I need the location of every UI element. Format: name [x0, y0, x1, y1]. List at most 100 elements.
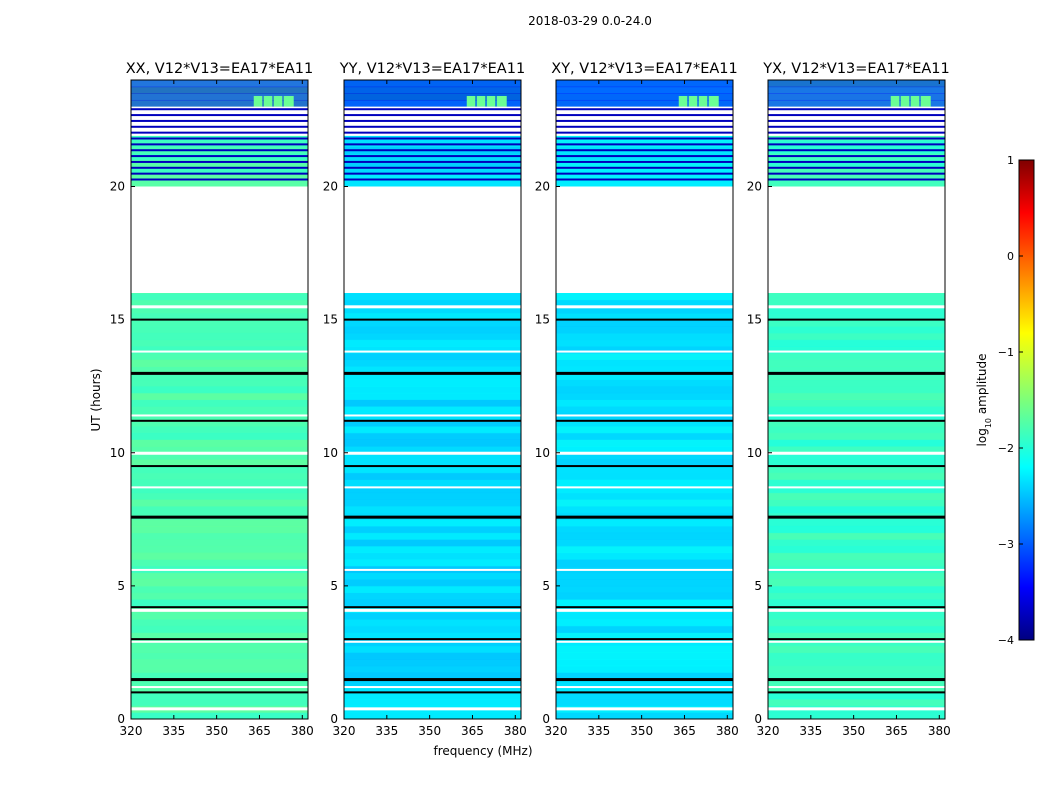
colorbar-gradient — [1018, 159, 1035, 641]
flagged-line — [131, 686, 308, 689]
texture-row — [768, 632, 945, 640]
texture-row — [768, 506, 945, 514]
sparse-row — [556, 108, 733, 111]
texture-row — [556, 559, 733, 567]
x-axis-label: frequency (MHz) — [433, 744, 532, 758]
sparse-row — [556, 125, 733, 128]
texture-row — [344, 506, 521, 514]
texture-row — [131, 406, 308, 414]
texture-row — [131, 299, 308, 307]
texture-row — [131, 293, 308, 301]
sparse-row — [556, 149, 733, 152]
texture-row — [768, 619, 945, 627]
texture-row — [344, 572, 521, 580]
texture-row — [768, 179, 945, 187]
flagged-line — [344, 640, 521, 643]
texture-row — [768, 612, 945, 620]
sparse-row — [768, 119, 945, 122]
texture-row — [131, 419, 308, 427]
texture-row — [344, 612, 521, 620]
texture-row — [344, 352, 521, 361]
texture-row — [556, 672, 733, 680]
texture-row — [131, 339, 308, 347]
texture-row — [344, 579, 521, 587]
texture-row — [131, 659, 308, 667]
texture-row — [768, 466, 945, 474]
texture-row — [344, 599, 521, 607]
texture-row — [768, 579, 945, 587]
texture-row — [556, 173, 733, 181]
texture-row — [344, 525, 521, 534]
texture-row — [556, 506, 733, 514]
sparse-row — [131, 166, 308, 169]
texture-row — [344, 632, 521, 640]
texture-row — [768, 406, 945, 414]
texture-row — [556, 406, 733, 414]
colorbar-tick-label: −4 — [998, 634, 1014, 647]
flagged-line — [768, 568, 945, 571]
rfi-band — [253, 95, 263, 107]
flagged-line — [131, 640, 308, 643]
texture-row — [768, 159, 945, 168]
texture-row — [344, 532, 521, 540]
texture-row — [768, 339, 945, 347]
texture-row — [768, 439, 945, 447]
texture-row — [556, 312, 733, 321]
texture-row — [768, 592, 945, 600]
panel-frame — [130, 79, 309, 720]
texture-row — [556, 306, 733, 314]
texture-row — [344, 479, 521, 487]
rfi-band — [920, 95, 931, 107]
texture-row — [344, 685, 521, 693]
texture-row — [768, 539, 945, 547]
texture-row — [556, 426, 733, 434]
panel-frame — [343, 79, 522, 720]
texture-row — [131, 592, 308, 600]
texture-row — [556, 166, 733, 174]
texture-row — [344, 439, 521, 447]
texture-row — [768, 306, 945, 314]
texture-row — [131, 525, 308, 534]
y-tick-label: 10 — [535, 446, 550, 460]
flagged-line — [131, 606, 308, 609]
texture-row — [768, 399, 945, 407]
flagged-line — [131, 486, 308, 489]
x-tick-label: 380 — [928, 724, 951, 738]
x-tick-label: 320 — [757, 724, 780, 738]
texture-row — [131, 352, 308, 361]
texture-row — [344, 539, 521, 547]
rfi-band — [900, 95, 910, 107]
texture-row — [768, 312, 945, 321]
texture-row — [344, 699, 521, 707]
x-tick-label: 320 — [333, 724, 356, 738]
flagged-line — [344, 371, 521, 375]
texture-row — [131, 632, 308, 640]
sparse-row — [131, 137, 308, 140]
texture-row — [344, 326, 521, 334]
texture-row — [768, 459, 945, 467]
texture-row — [344, 552, 521, 560]
texture-row — [556, 359, 733, 367]
flagged-line — [768, 318, 945, 321]
flagged-line — [344, 691, 521, 694]
texture-row — [768, 346, 945, 354]
texture-row — [344, 625, 521, 633]
texture-row — [556, 452, 733, 460]
texture-row — [131, 379, 308, 387]
flagged-line — [344, 414, 521, 417]
sparse-row — [131, 114, 308, 117]
flagged-line — [131, 608, 308, 612]
x-tick-label: 335 — [162, 724, 185, 738]
y-tick-label: 10 — [747, 446, 762, 460]
figure-title: 2018-03-29 0.0-24.0 — [528, 14, 652, 28]
texture-row — [344, 645, 521, 653]
panel-yx: YX, V12*V13=EA17*EA11 320 335 350 365 380 0 5 10… — [747, 61, 951, 738]
texture-row — [768, 133, 945, 141]
texture-row — [344, 406, 521, 414]
sparse-row — [344, 143, 521, 146]
texture-row — [344, 299, 521, 307]
flagged-range — [344, 186, 521, 293]
panel-image — [344, 80, 521, 719]
sparse-row — [556, 160, 733, 163]
texture-row — [131, 486, 308, 494]
